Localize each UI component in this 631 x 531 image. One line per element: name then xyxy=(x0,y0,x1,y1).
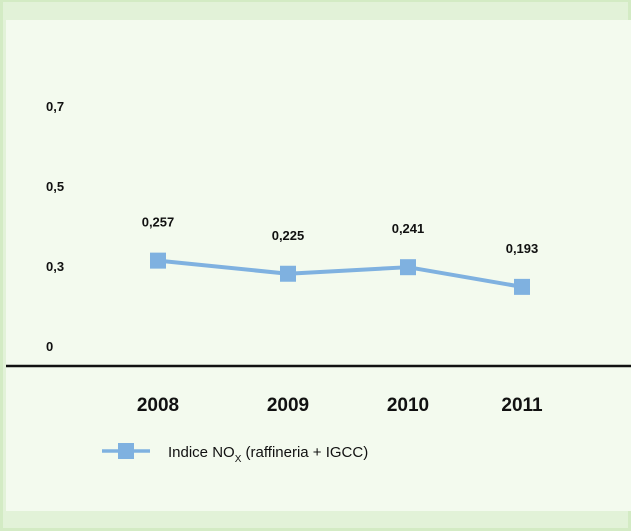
x-tick-label: 2010 xyxy=(387,395,429,416)
y-tick-label: 0 xyxy=(46,339,53,354)
data-point-marker xyxy=(514,278,530,295)
legend-marker-swatch xyxy=(118,443,134,459)
legend-label-prefix: Indice NO xyxy=(168,444,235,461)
legend-label-suffix: (raffineria + IGCC) xyxy=(241,444,368,461)
data-label: 0,241 xyxy=(392,221,425,236)
data-point-marker xyxy=(280,265,296,282)
series-line xyxy=(157,258,523,289)
data-label: 0,257 xyxy=(142,215,175,230)
data-label: 0,193 xyxy=(506,241,539,256)
y-tick-label: 0,7 xyxy=(46,99,64,114)
y-axis-ticks: 0 0,3 0,5 0,7 xyxy=(46,99,64,354)
x-tick-label: 2011 xyxy=(501,395,543,416)
data-point-marker xyxy=(400,259,416,276)
x-tick-label: 2008 xyxy=(137,395,179,416)
legend-label-subscript: X xyxy=(235,454,242,465)
y-tick-label: 0,3 xyxy=(46,259,64,274)
y-tick-label: 0,5 xyxy=(46,179,64,194)
legend-label: Indice NOX (raffineria + IGCC) xyxy=(168,444,368,465)
series-nox xyxy=(150,252,530,295)
data-label: 0,225 xyxy=(272,228,305,243)
legend: Indice NOX (raffineria + IGCC) xyxy=(102,443,368,465)
data-labels: 0,257 0,225 0,241 0,193 xyxy=(142,215,539,256)
data-point-marker xyxy=(150,252,166,269)
chart-panel xyxy=(6,20,631,511)
x-tick-label: 2009 xyxy=(267,395,309,416)
x-axis-ticks: 2008 2009 2010 2011 xyxy=(137,395,543,416)
